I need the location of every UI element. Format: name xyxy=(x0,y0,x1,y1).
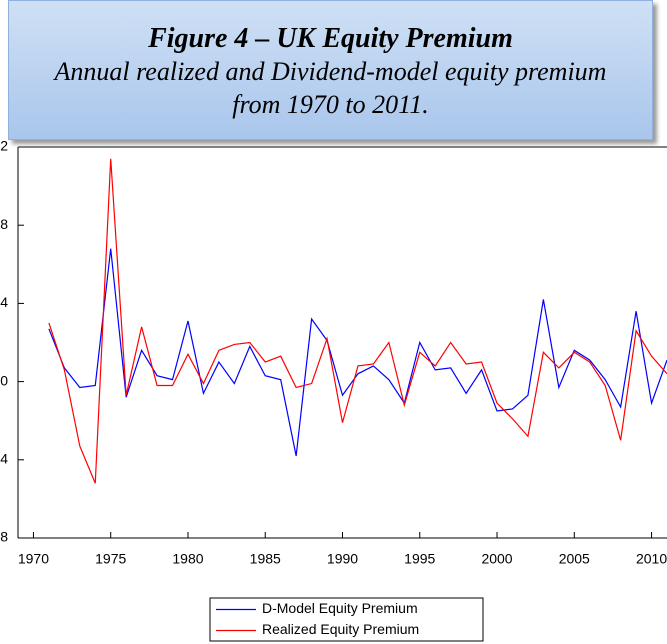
y-tick-label: 0.4 xyxy=(0,294,8,310)
x-tick-label: 1970 xyxy=(18,551,49,567)
series-line xyxy=(48,158,667,484)
x-tick-label: 1985 xyxy=(250,551,281,567)
x-tick-label: 1995 xyxy=(404,551,435,567)
y-tick-label: 0.8 xyxy=(0,216,8,232)
legend-box xyxy=(209,597,484,642)
y-tick-label: -0.8 xyxy=(0,529,8,545)
x-tick-label: 1990 xyxy=(327,551,358,567)
legend-label: Realized Equity Premium xyxy=(262,621,419,637)
x-tick-label: 2010 xyxy=(636,551,667,567)
chart-title: Figure 4 – UK Equity Premium xyxy=(148,23,513,54)
y-tick-label: 1.2 xyxy=(0,138,8,154)
legend-label: D-Model Equity Premium xyxy=(262,600,418,616)
x-tick-label: 2000 xyxy=(481,551,512,567)
x-tick-label: 1975 xyxy=(95,551,126,567)
x-tick-label: 1980 xyxy=(172,551,203,567)
y-tick-label: 0.0 xyxy=(0,372,8,388)
title-box: Figure 4 – UK Equity Premium Annual real… xyxy=(8,0,653,140)
y-tick-label: -0.4 xyxy=(0,451,8,467)
chart-subtitle: Annual realized and Dividend-model equit… xyxy=(54,57,607,119)
x-tick-label: 2005 xyxy=(559,551,590,567)
